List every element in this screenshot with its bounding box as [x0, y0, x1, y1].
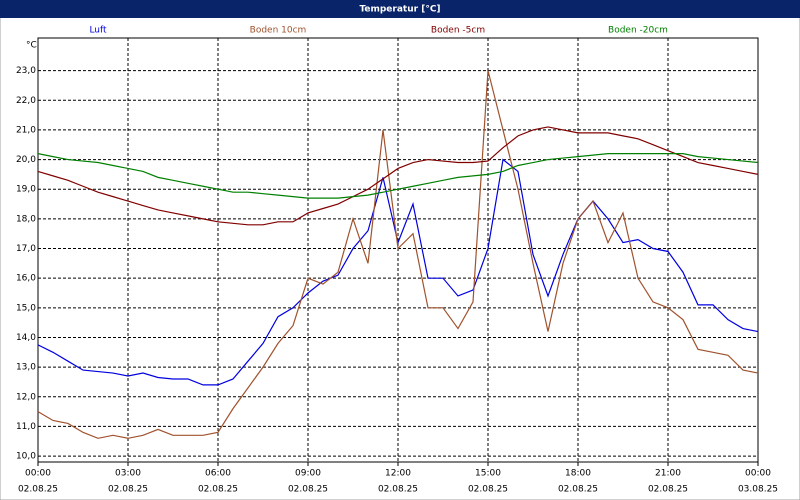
y-tick-label: 18,0 [16, 214, 36, 224]
chart-title: Temperatur [°C] [359, 5, 440, 15]
x-tick-label: 15:00 [475, 469, 501, 479]
y-tick-label: 21,0 [16, 125, 36, 135]
y-tick-label: 14,0 [16, 333, 36, 343]
series-line [37, 153, 759, 199]
y-tick-label: 20,0 [16, 155, 36, 165]
y-tick-label: 11,0 [16, 422, 36, 432]
x-tick-date: 02.08.25 [198, 485, 238, 495]
y-tick-label: 23,0 [16, 66, 36, 76]
x-tick-label: 06:00 [205, 469, 231, 479]
y-tick-label: 10,0 [16, 452, 36, 462]
y-tick-label: 17,0 [16, 244, 36, 254]
y-axis-label: °C [26, 41, 37, 51]
x-tick-label: 00:00 [25, 469, 51, 479]
x-tick-label: 21:00 [655, 469, 681, 479]
x-tick-date: 02.08.25 [108, 485, 148, 495]
x-tick-label: 03:00 [115, 469, 141, 479]
x-tick-date: 02.08.25 [648, 485, 688, 495]
legend-entry: Luft [89, 26, 107, 36]
x-tick-date: 02.08.25 [558, 485, 598, 495]
x-tick-date: 03.08.25 [738, 485, 778, 495]
x-tick-date: 02.08.25 [378, 485, 418, 495]
legend-entry: Boden -5cm [431, 26, 485, 36]
y-tick-label: 22,0 [16, 96, 36, 106]
y-tick-label: 13,0 [16, 363, 36, 373]
x-tick-label: 18:00 [565, 469, 591, 479]
series-line [37, 158, 759, 386]
x-tick-date: 02.08.25 [18, 485, 58, 495]
series-line [37, 126, 759, 226]
title-bar [0, 0, 800, 18]
x-tick-date: 02.08.25 [288, 485, 328, 495]
y-tick-label: 19,0 [16, 185, 36, 195]
x-tick-label: 12:00 [385, 469, 411, 479]
legend-entry: Boden 10cm [250, 26, 307, 36]
y-tick-label: 15,0 [16, 303, 36, 313]
y-tick-label: 12,0 [16, 392, 36, 402]
legend-entry: Boden -20cm [608, 26, 668, 36]
series-line [37, 70, 759, 439]
x-tick-date: 02.08.25 [468, 485, 508, 495]
x-tick-label: 00:00 [745, 469, 771, 479]
y-tick-label: 16,0 [16, 274, 36, 284]
plot-frame [37, 37, 759, 463]
x-tick-label: 09:00 [295, 469, 321, 479]
